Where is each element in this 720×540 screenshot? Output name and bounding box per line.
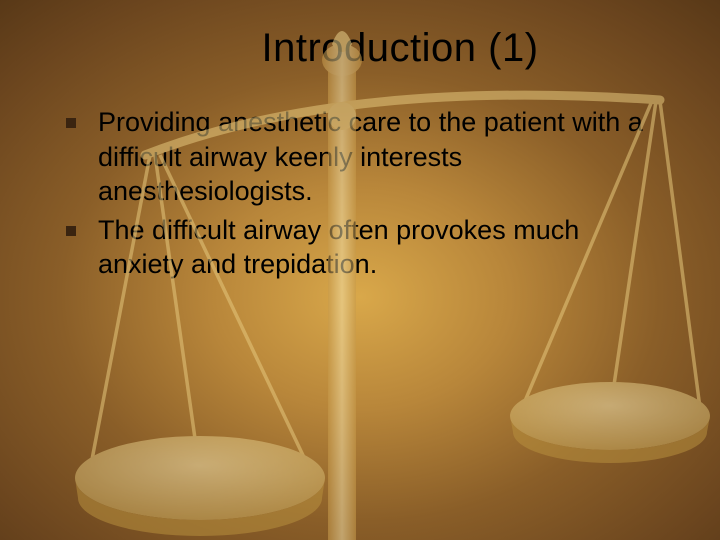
slide: Introduction (1) Providing anesthetic ca…: [0, 0, 720, 540]
bullet-icon: [66, 226, 76, 236]
bullet-text: Providing anesthetic care to the patient…: [98, 105, 670, 209]
page-title: Introduction (1): [120, 26, 680, 71]
body-text: Providing anesthetic care to the patient…: [66, 105, 670, 282]
bullet-text: The difficult airway often provokes much…: [98, 213, 670, 282]
bullet-icon: [66, 118, 76, 128]
list-item: Providing anesthetic care to the patient…: [66, 105, 670, 209]
list-item: The difficult airway often provokes much…: [66, 213, 670, 282]
